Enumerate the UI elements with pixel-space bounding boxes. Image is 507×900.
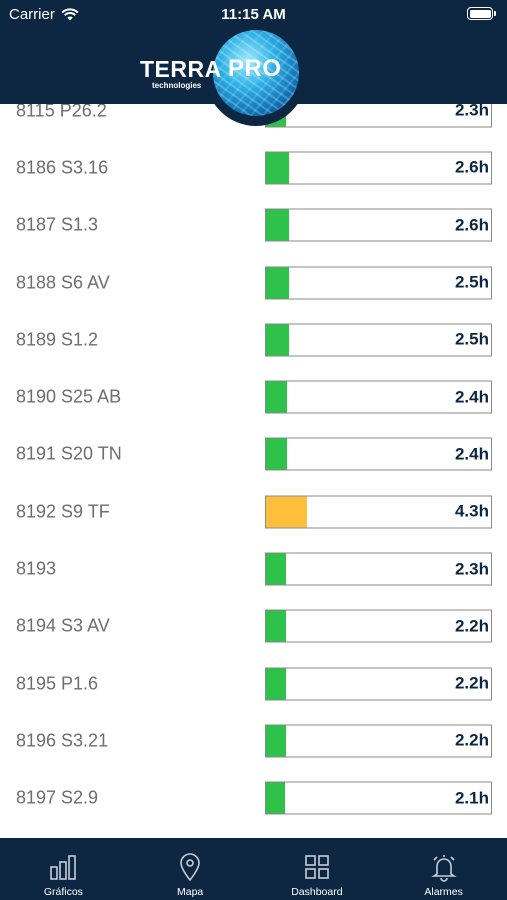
status-bar: Carrier 11:15 AM [0,0,507,28]
usage-value: 4.3h [454,501,489,521]
usage-bar-fill [266,668,287,700]
usage-value: 2.4h [454,444,489,464]
equipment-label: 8191 S20 TN [16,443,122,464]
usage-bar-fill [266,725,287,757]
usage-value: 2.1h [454,788,489,808]
usage-bar: 2.4h [265,380,492,414]
usage-value: 2.3h [454,100,489,120]
list-item[interactable]: 8191 S20 TN 2.4h [0,426,507,483]
tab-label: Gráficos [43,886,83,898]
list-item[interactable]: 8189 S1.2 2.5h [0,311,507,368]
list-item[interactable]: 8193 2.3h [0,540,507,597]
usage-bar: 2.5h [265,323,492,357]
usage-bar: 4.3h [265,495,492,529]
list-item[interactable]: 8196 S3.21 2.2h [0,712,507,769]
equipment-label: 8197 S2.9 [16,787,99,808]
list-item[interactable]: 8195 P1.6 2.2h [0,655,507,712]
list-item[interactable]: 8197 S2.9 2.1h [0,770,507,827]
usage-value: 2.2h [454,730,489,750]
equipment-label: 8195 P1.6 [16,673,99,694]
usage-bar-fill [266,438,288,470]
usage-bar-fill [266,152,289,184]
usage-bar: 2.1h [265,781,492,815]
usage-value: 2.5h [454,272,489,292]
list-item[interactable]: 8190 S25 AB 2.4h [0,368,507,425]
usage-bar: 2.2h [265,609,492,643]
list-item[interactable]: 8194 S3 AV 2.2h [0,598,507,655]
tab-mapa[interactable]: Mapa [140,838,240,900]
usage-value: 2.2h [454,673,489,693]
logo-subtitle: technologies [152,81,202,90]
logo-text-terra: TERRA [140,56,222,82]
tab-label: Dashboard [291,886,343,898]
globe-logo-icon [213,30,299,116]
equipment-label: 8188 S6 AV [16,272,110,293]
equipment-label: 8194 S3 AV [16,615,110,636]
equipment-list[interactable]: 8115 P26.2 2.3h 8186 S3.16 2.6h 8187 S1.3 2.6… [0,82,507,827]
usage-value: 2.2h [454,616,489,636]
list-item[interactable]: 8187 S1.3 2.6h [0,197,507,254]
equipment-label: 8189 S1.2 [16,329,99,350]
usage-bar: 2.6h [265,151,492,185]
dashboard-grid-icon [305,855,329,879]
tab-alarmes[interactable]: Alarmes [394,838,494,900]
usage-bar-fill [266,553,287,585]
usage-bar: 2.4h [265,437,492,471]
usage-bar-fill [266,209,289,241]
usage-bar-fill [266,496,307,528]
usage-bar: 2.6h [265,208,492,242]
usage-value: 2.4h [454,387,489,407]
usage-value: 2.6h [454,157,489,177]
usage-value: 2.3h [454,559,489,579]
usage-bar: 2.2h [265,667,492,701]
list-item[interactable]: 8188 S6 AV 2.5h [0,254,507,311]
equipment-label: 8193 [16,558,57,579]
usage-value: 2.5h [454,329,489,349]
usage-bar-fill [266,782,286,814]
battery-icon [467,7,496,20]
usage-bar: 2.2h [265,724,492,758]
tab-dashboard[interactable]: Dashboard [267,838,367,900]
status-time: 11:15 AM [221,6,286,23]
location-pin-icon [180,853,200,882]
logo-text-pro: PRO [228,55,282,82]
usage-bar-fill [266,324,289,356]
bar-chart-icon [50,855,77,880]
carrier-label: Carrier [9,6,55,23]
equipment-label: 8190 S25 AB [16,386,122,407]
tab-label: Alarmes [424,886,463,898]
list-item[interactable]: 8192 S9 TF 4.3h [0,483,507,540]
carrier-indicator: Carrier [9,6,79,23]
usage-bar-fill [266,610,287,642]
usage-bar: 2.5h [265,266,492,300]
tab-graficos[interactable]: Gráficos [13,838,113,900]
tab-bar: Gráficos Mapa Dashboard Alarmes [0,838,507,900]
equipment-label: 8115 P26.2 [16,100,107,121]
logo-badge [205,22,307,126]
usage-bar-fill [266,381,288,413]
usage-bar: 2.3h [265,552,492,586]
equipment-label: 8187 S1.3 [16,214,99,235]
equipment-label: 8192 S9 TF [16,501,110,522]
equipment-label: 8186 S3.16 [16,157,109,178]
bell-icon [430,855,457,882]
list-item[interactable]: 8186 S3.16 2.6h [0,139,507,196]
usage-bar-fill [266,267,289,299]
equipment-label: 8196 S3.21 [16,730,109,751]
usage-value: 2.6h [454,215,489,235]
tab-label: Mapa [176,886,204,898]
wifi-icon [61,8,79,21]
